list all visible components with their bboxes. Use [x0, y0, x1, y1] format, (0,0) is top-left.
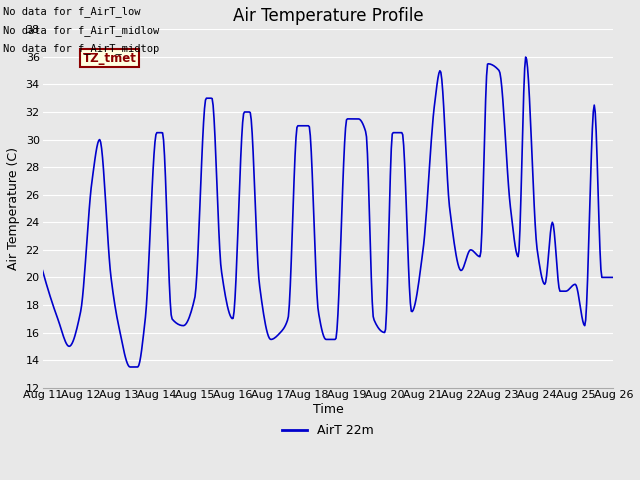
- Legend: AirT 22m: AirT 22m: [277, 420, 379, 443]
- Text: No data for f_AirT_midlow: No data for f_AirT_midlow: [3, 24, 159, 36]
- Y-axis label: Air Temperature (C): Air Temperature (C): [7, 147, 20, 270]
- X-axis label: Time: Time: [312, 403, 343, 416]
- Text: TZ_tmet: TZ_tmet: [83, 51, 136, 64]
- Title: Air Temperature Profile: Air Temperature Profile: [232, 7, 423, 25]
- Text: No data for f_AirT_low: No data for f_AirT_low: [3, 6, 141, 17]
- Text: No data for f_AirT_midtop: No data for f_AirT_midtop: [3, 43, 159, 54]
